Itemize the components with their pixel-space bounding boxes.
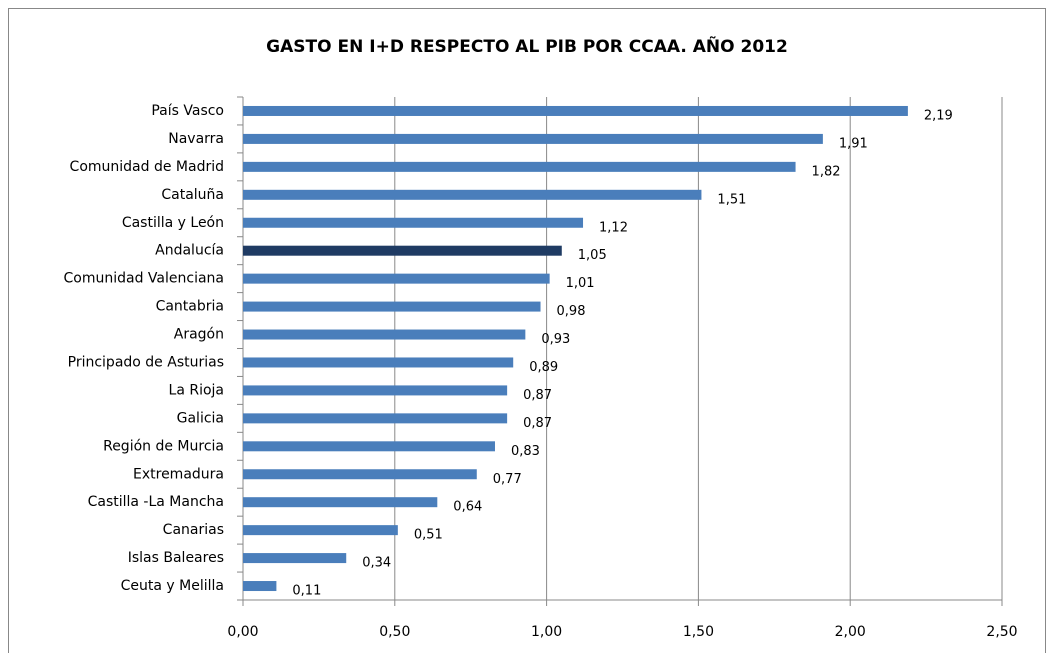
y-tick-label: Comunidad Valenciana (64, 271, 224, 287)
bar (243, 413, 508, 424)
y-tick-label: Cataluña (161, 187, 224, 203)
bar (243, 329, 526, 340)
value-label: 1,12 (599, 220, 628, 235)
x-tick-label: 1,50 (683, 624, 714, 640)
value-label: 1,05 (578, 248, 607, 263)
value-label: 1,91 (839, 136, 868, 151)
y-tick-label: Islas Baleares (128, 550, 224, 566)
y-tick-label: Comunidad de Madrid (70, 159, 224, 175)
value-label: 1,51 (717, 192, 746, 207)
y-tick-label: Andalucía (155, 243, 224, 259)
value-label: 0,83 (511, 444, 540, 459)
y-tick-label: Principado de Asturias (68, 354, 224, 370)
y-tick-label: Ceuta y Melilla (121, 578, 224, 594)
value-label: 0,93 (541, 332, 570, 347)
chart-border (8, 8, 1046, 653)
value-label: 0,77 (493, 472, 522, 487)
bar (243, 441, 495, 452)
bar (243, 525, 398, 536)
value-label: 0,87 (523, 388, 552, 403)
y-tick-label: Extremadura (133, 466, 224, 482)
y-tick-label: Navarra (168, 131, 224, 147)
x-tick-label: 0,00 (227, 624, 258, 640)
x-tick-label: 1,00 (531, 624, 562, 640)
value-label: 0,11 (292, 584, 321, 599)
value-label: 0,87 (523, 416, 552, 431)
y-tick-label: Galicia (177, 410, 224, 426)
y-tick-label: Región de Murcia (103, 438, 224, 454)
bar (243, 553, 347, 564)
value-label: 0,34 (362, 556, 391, 571)
bar (243, 469, 477, 480)
x-tick-label: 2,00 (835, 624, 866, 640)
bar (243, 273, 550, 284)
value-label: 0,98 (557, 304, 586, 319)
value-label: 2,19 (924, 108, 953, 123)
value-label: 1,82 (812, 164, 841, 179)
y-tick-label: Castilla -La Mancha (88, 494, 224, 510)
bar (243, 161, 796, 172)
bar (243, 189, 702, 200)
y-tick-label: País Vasco (151, 103, 224, 119)
bar (243, 497, 438, 508)
bar (243, 581, 277, 592)
bar (243, 245, 562, 256)
y-tick-label: Canarias (163, 522, 224, 538)
chart-title: GASTO EN I+D RESPECTO AL PIB POR CCAA. A… (266, 34, 788, 57)
y-tick-label: Castilla y León (122, 215, 224, 231)
value-label: 0,51 (414, 528, 443, 543)
value-label: 0,89 (529, 360, 558, 375)
bar (243, 301, 541, 312)
bar (243, 217, 584, 228)
bar (243, 105, 908, 116)
value-label: 0,64 (453, 500, 482, 515)
x-tick-label: 2,50 (986, 624, 1017, 640)
x-tick-label: 0,50 (379, 624, 410, 640)
value-label: 1,01 (566, 276, 595, 291)
y-tick-label: La Rioja (169, 382, 224, 398)
y-tick-label: Aragón (174, 327, 224, 343)
bar (243, 357, 514, 368)
bar (243, 385, 508, 396)
bar (243, 133, 823, 144)
y-tick-label: Cantabria (156, 299, 224, 315)
